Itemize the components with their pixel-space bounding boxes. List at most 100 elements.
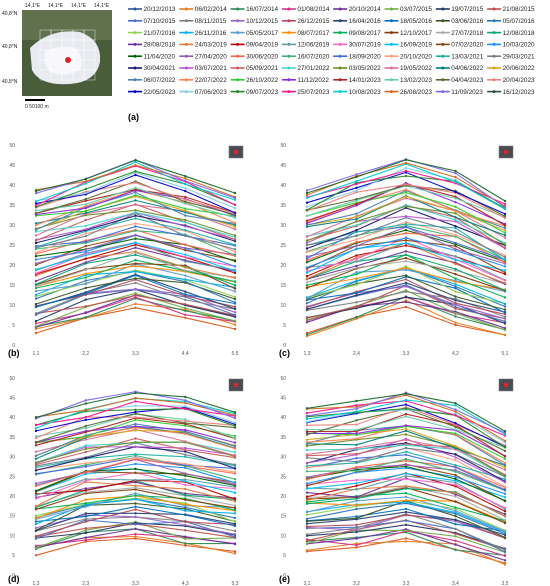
series-point bbox=[34, 331, 38, 335]
series-point bbox=[454, 302, 457, 305]
series-point bbox=[305, 261, 309, 264]
series-point bbox=[84, 257, 88, 260]
series-point bbox=[355, 526, 358, 530]
series-point bbox=[34, 450, 38, 453]
series-point bbox=[233, 542, 237, 546]
legend-marker bbox=[338, 78, 342, 82]
series-point bbox=[84, 418, 88, 422]
series-point bbox=[355, 507, 358, 511]
series-point bbox=[84, 487, 88, 490]
series-point bbox=[305, 302, 309, 305]
y-tick-label: 25 bbox=[280, 243, 286, 249]
series-point bbox=[84, 536, 88, 539]
series-point bbox=[355, 258, 358, 261]
series-point bbox=[454, 218, 457, 222]
legend-marker bbox=[287, 66, 291, 70]
series-point bbox=[34, 484, 38, 488]
series-point bbox=[233, 265, 237, 268]
series-point bbox=[134, 262, 137, 265]
series-point bbox=[404, 501, 408, 504]
series-point bbox=[84, 305, 88, 308]
series-point bbox=[233, 483, 237, 486]
series-point bbox=[355, 484, 358, 487]
legend-marker bbox=[338, 7, 342, 11]
series-point bbox=[84, 232, 88, 235]
series-point bbox=[134, 515, 137, 518]
legend-label: 05/07/2016 bbox=[503, 18, 535, 25]
series-point bbox=[134, 186, 137, 189]
series-point bbox=[184, 472, 187, 475]
y-tick-label: 10 bbox=[280, 303, 286, 309]
legend-marker bbox=[287, 42, 291, 46]
series-point bbox=[134, 508, 137, 511]
legend-marker bbox=[133, 31, 137, 35]
series-point bbox=[233, 478, 237, 481]
legend-marker bbox=[390, 31, 393, 35]
series-point bbox=[454, 506, 457, 509]
series-point bbox=[184, 260, 187, 263]
y-tick-label: 30 bbox=[280, 223, 286, 229]
series-point bbox=[355, 537, 358, 540]
series-point bbox=[84, 435, 88, 438]
series-point bbox=[184, 542, 187, 545]
y-tick-label: 45 bbox=[280, 396, 286, 402]
series-point bbox=[503, 455, 507, 458]
legend-marker bbox=[338, 42, 342, 46]
series-point bbox=[305, 286, 309, 290]
series-point bbox=[233, 467, 237, 470]
series-point bbox=[355, 215, 358, 219]
legend-label: 26/11/2016 bbox=[195, 30, 227, 37]
series-point bbox=[34, 435, 38, 438]
series-point bbox=[184, 509, 187, 512]
series-point bbox=[454, 404, 457, 407]
series-point bbox=[233, 447, 237, 450]
series-point bbox=[184, 195, 187, 199]
series-point bbox=[454, 491, 457, 495]
series-point bbox=[404, 459, 408, 462]
series-point bbox=[233, 297, 237, 301]
legend-label: 12/10/2017 bbox=[400, 30, 432, 37]
series-point bbox=[84, 512, 88, 515]
legend-marker bbox=[184, 54, 188, 58]
series-point bbox=[404, 477, 408, 481]
series-point bbox=[84, 199, 88, 202]
series-point bbox=[355, 460, 358, 463]
legend-label: 21/07/2016 bbox=[144, 30, 176, 37]
series-point bbox=[355, 224, 358, 227]
legend-marker bbox=[287, 7, 291, 11]
series-point bbox=[355, 544, 358, 547]
y-tick-label: 45 bbox=[280, 163, 286, 169]
series-point bbox=[503, 554, 507, 558]
series-point bbox=[233, 434, 237, 438]
series-point bbox=[34, 508, 38, 511]
legend-label: 12/06/2019 bbox=[297, 42, 329, 49]
series-point bbox=[503, 521, 507, 525]
series-point bbox=[233, 454, 237, 457]
series-point bbox=[34, 192, 38, 195]
series-point bbox=[503, 215, 507, 218]
series-point bbox=[404, 191, 408, 194]
y-tick-label: 50 bbox=[280, 376, 286, 382]
series-point bbox=[404, 239, 408, 242]
legend-label: 27/01/2022 bbox=[297, 65, 329, 72]
series-point bbox=[134, 264, 137, 268]
legend-marker bbox=[441, 19, 445, 23]
series-point bbox=[305, 470, 309, 473]
series-point bbox=[305, 193, 309, 197]
series-point bbox=[404, 305, 408, 309]
series-point bbox=[184, 506, 187, 509]
series-point bbox=[404, 268, 408, 272]
series-point bbox=[134, 233, 137, 237]
series-point bbox=[34, 546, 38, 549]
legend-label: 20/06/2022 bbox=[503, 65, 535, 72]
series-point bbox=[233, 327, 237, 331]
series-point bbox=[355, 294, 358, 297]
series-point bbox=[184, 480, 187, 483]
series-point bbox=[134, 194, 137, 197]
series-point bbox=[233, 498, 237, 501]
series-point bbox=[305, 441, 309, 444]
legend-label: 03/05/2022 bbox=[349, 65, 381, 72]
legend-label: 30/04/2021 bbox=[144, 65, 176, 72]
x-tick-label: 2,4 bbox=[353, 351, 360, 357]
series-point bbox=[184, 448, 187, 452]
